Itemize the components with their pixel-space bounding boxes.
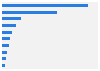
Bar [2, 11, 56, 14]
Bar [2, 44, 8, 47]
Bar [2, 51, 7, 54]
Bar [2, 4, 88, 7]
Bar [2, 64, 5, 67]
Bar [2, 31, 12, 34]
Bar [2, 24, 16, 27]
Bar [2, 17, 20, 20]
Bar [2, 37, 10, 40]
Bar [2, 57, 6, 60]
